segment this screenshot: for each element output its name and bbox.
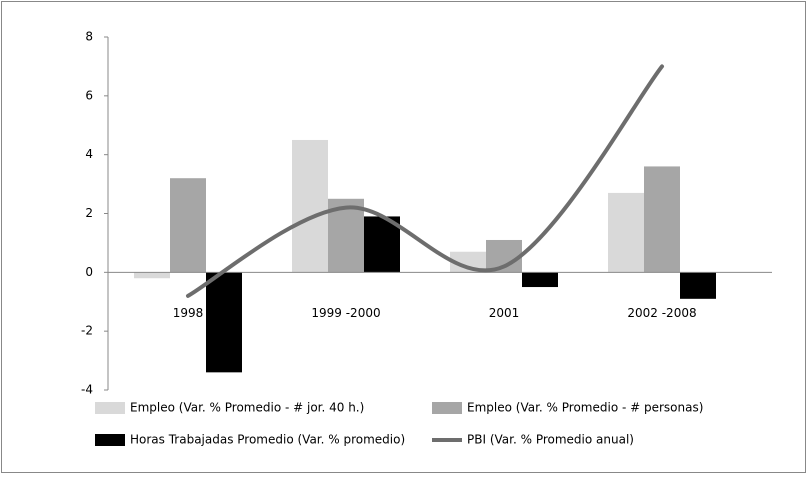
bar — [364, 216, 400, 273]
legend-swatch — [432, 402, 462, 414]
bar — [170, 178, 206, 273]
y-tick-label: -2 — [81, 324, 93, 338]
legend-swatch — [95, 434, 125, 446]
legend-label: Empleo (Var. % Promedio - # jor. 40 h.) — [130, 401, 364, 415]
x-tick-label: 2001 — [489, 306, 520, 320]
x-tick-label: 2002 -2008 — [627, 306, 696, 320]
legend-label: PBI (Var. % Promedio anual) — [467, 433, 634, 447]
bar — [644, 166, 680, 273]
bar — [206, 272, 242, 373]
bar — [292, 139, 328, 273]
bar — [522, 272, 558, 288]
legend-label: Horas Trabajadas Promedio (Var. % promed… — [130, 433, 405, 447]
x-tick-label: 1999 -2000 — [311, 306, 380, 320]
bar — [680, 272, 716, 299]
bar — [134, 272, 170, 279]
y-tick-label: 6 — [85, 88, 93, 102]
x-tick-label: 1998 — [173, 306, 204, 320]
line — [186, 64, 664, 298]
y-tick-label: 8 — [85, 30, 93, 44]
legend-label: Empleo (Var. % Promedio - # personas) — [467, 401, 703, 415]
y-tick-label: 4 — [85, 147, 93, 161]
y-tick-label: -4 — [81, 383, 93, 397]
y-tick-label: 0 — [85, 265, 93, 279]
legend-swatch — [95, 402, 125, 414]
bar — [608, 192, 644, 273]
y-tick-label: 2 — [85, 206, 93, 220]
bar — [450, 251, 486, 273]
